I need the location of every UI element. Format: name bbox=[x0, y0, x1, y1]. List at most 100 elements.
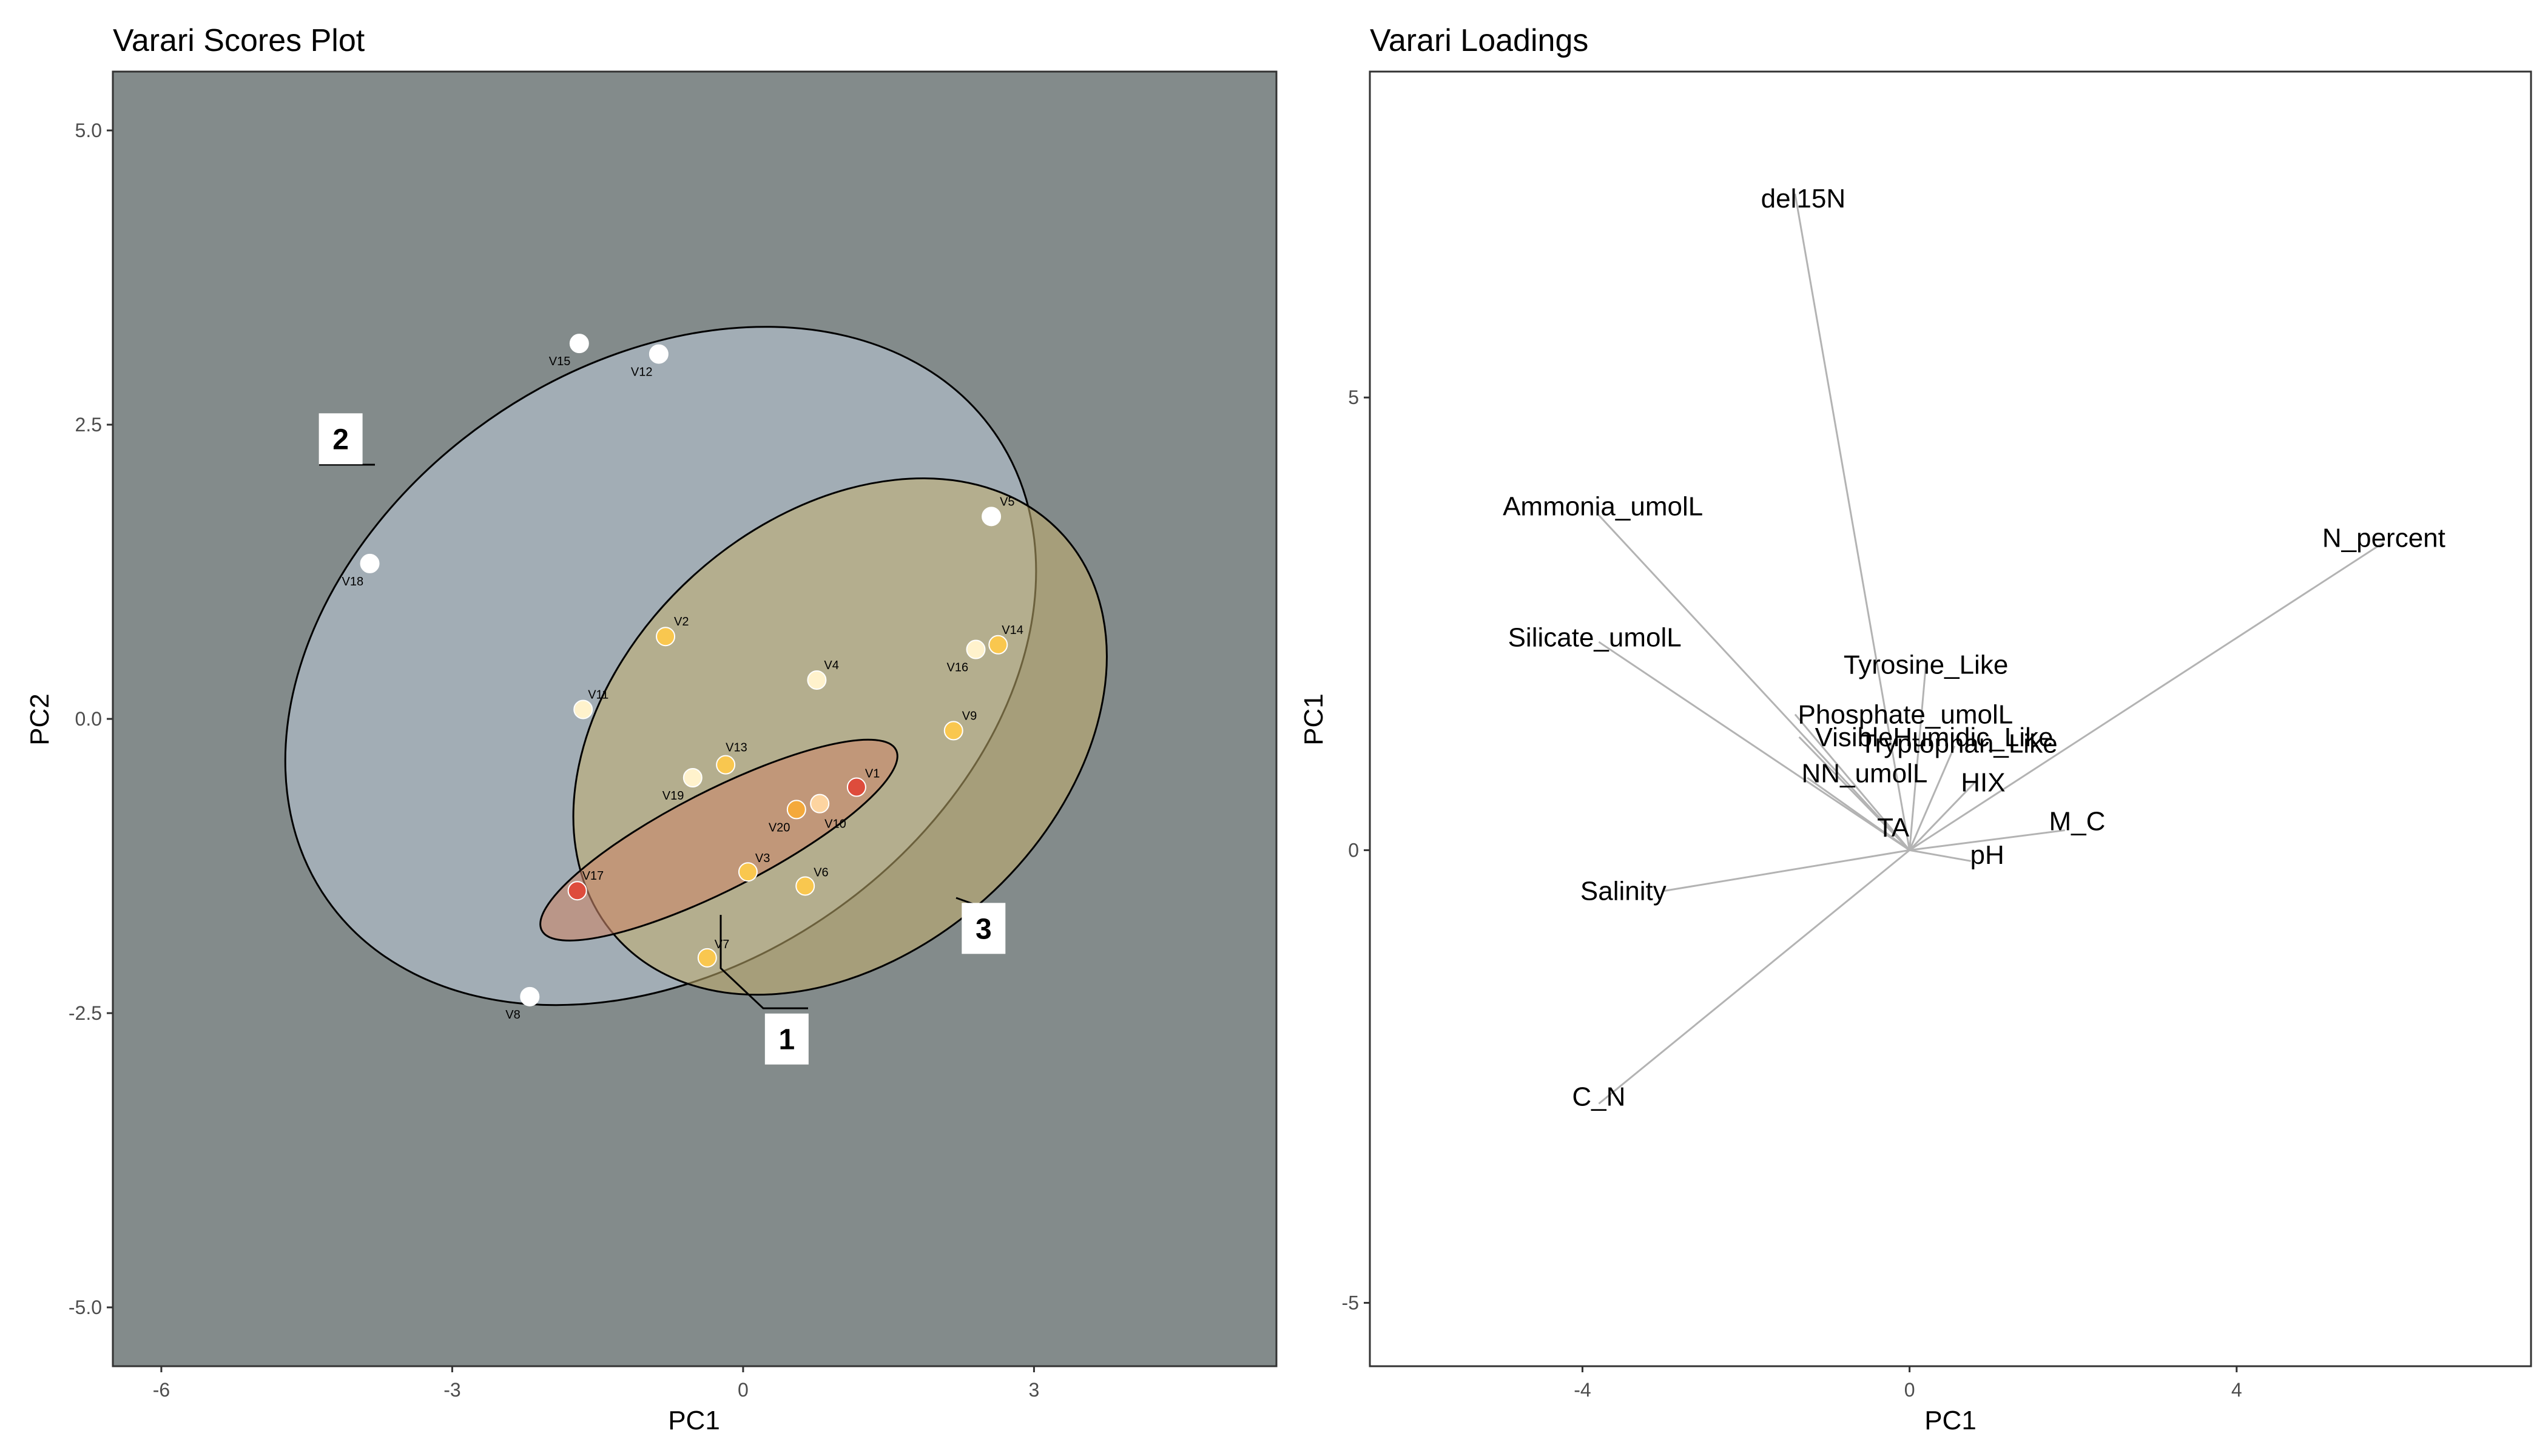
leader-line-cluster-1 bbox=[720, 915, 808, 1009]
scores-y-axis-title: PC2 bbox=[25, 693, 55, 746]
loading-label-hix: HIX bbox=[1961, 767, 2005, 797]
point-v2 bbox=[656, 627, 676, 647]
y-tick-label: -5.0 bbox=[69, 1296, 102, 1318]
vector-del15n bbox=[1794, 194, 1911, 851]
point-v12 bbox=[649, 344, 669, 364]
point-v13 bbox=[716, 755, 736, 775]
point-v7 bbox=[697, 948, 717, 968]
point-v20 bbox=[786, 800, 806, 820]
loading-label-n-percent: N_percent bbox=[2322, 524, 2445, 553]
loadings-plot: Varari Loadings del15N Ammonia_umolL N_per… bbox=[1299, 23, 2532, 1435]
x-tick-label: -6 bbox=[153, 1379, 170, 1401]
x-tick-label: 0 bbox=[738, 1379, 749, 1401]
point-label-v7: V7 bbox=[715, 938, 729, 951]
point-label-v3: V3 bbox=[755, 852, 770, 865]
cluster-label-box-3 bbox=[962, 903, 1006, 954]
scores-plot-title: Varari Scores Plot bbox=[113, 23, 365, 58]
scores-y-ticks: 5.0 2.5 0.0 -2.5 -5.0 bbox=[69, 120, 113, 1318]
point-label-v5: V5 bbox=[1000, 495, 1014, 508]
loadings-plot-title: Varari Loadings bbox=[1370, 23, 1588, 58]
x-tick-label: 4 bbox=[2231, 1379, 2242, 1401]
loading-label-tyrosine-like: Tyrosine_Like bbox=[1844, 650, 2008, 679]
loadings-x-axis-title: PC1 bbox=[1924, 1406, 1977, 1435]
loading-labels: del15N Ammonia_umolL N_percent Silicate_umo… bbox=[1503, 184, 2445, 1111]
vector-tyrosine-like bbox=[1909, 664, 1927, 851]
x-tick-label: 0 bbox=[1904, 1379, 1915, 1401]
point-v17 bbox=[567, 881, 587, 901]
point-label-v4: V4 bbox=[824, 659, 838, 672]
vector-n-percent bbox=[1909, 541, 2385, 851]
y-tick-label: 0.0 bbox=[75, 708, 102, 730]
point-label-v10: V10 bbox=[824, 818, 846, 831]
point-label-v1: V1 bbox=[865, 767, 880, 781]
point-label-v13: V13 bbox=[726, 741, 747, 755]
point-v14 bbox=[988, 635, 1008, 655]
ellipse-cluster-1 bbox=[539, 738, 898, 942]
y-tick-label: 5.0 bbox=[75, 120, 102, 141]
point-label-v2: V2 bbox=[674, 615, 689, 629]
scores-x-axis-title: PC1 bbox=[668, 1406, 720, 1435]
vector-ph bbox=[1909, 849, 1971, 862]
loading-label-silicate-umoll: Silicate_umolL bbox=[1508, 623, 1682, 653]
loading-label-tryptophan-like: Tryptophan_Like bbox=[1859, 729, 2057, 758]
cluster-label-box-1 bbox=[764, 1013, 809, 1065]
loading-label-ammonia-umoll: Ammonia_umolL bbox=[1503, 491, 1703, 521]
point-v4 bbox=[807, 670, 827, 690]
point-label-v19: V19 bbox=[662, 789, 684, 803]
loadings-plot-panel bbox=[1369, 70, 2532, 1367]
point-label-v9: V9 bbox=[962, 709, 977, 723]
loading-label-salinity: Salinity bbox=[1580, 877, 1667, 906]
point-label-v17: V17 bbox=[582, 869, 604, 883]
vector-salinity bbox=[1663, 849, 1910, 892]
y-tick-label: 2.5 bbox=[75, 414, 102, 436]
vector-visiblehumidic-like bbox=[1798, 736, 1910, 851]
point-label-v18: V18 bbox=[342, 575, 364, 588]
point-label-v6: V6 bbox=[814, 866, 828, 879]
vector-ta bbox=[1884, 831, 1910, 851]
x-tick-label: -3 bbox=[443, 1379, 460, 1401]
scores-plot: Varari Scores Plot V1 V2 V3 V4 V5 V6 V7 V8 V9 V10… bbox=[25, 23, 1278, 1435]
point-v6 bbox=[795, 876, 815, 896]
point-label-v15: V15 bbox=[549, 355, 571, 368]
loadings-y-axis-title: PC1 bbox=[1299, 693, 1329, 746]
loading-label-del15n: del15N bbox=[1761, 184, 1845, 214]
point-v8 bbox=[520, 986, 540, 1006]
loading-label-visiblehumidic-like: VisibleHumidic_Like bbox=[1815, 723, 2054, 752]
vector-tryptophan-like bbox=[1909, 746, 1956, 851]
point-v10 bbox=[810, 794, 830, 814]
y-tick-label: -2.5 bbox=[69, 1002, 102, 1024]
cluster-label-2: 2 bbox=[332, 423, 349, 456]
point-v11 bbox=[573, 699, 593, 720]
point-label-v16: V16 bbox=[947, 661, 969, 675]
vector-m-c bbox=[1909, 829, 2065, 851]
cluster-labels: 2 3 1 bbox=[318, 413, 1006, 1065]
scores-points: V1 V2 V3 V4 V5 V6 V7 V8 V9 V10 V11 V12 V13 V14 V15 V16 V… bbox=[342, 334, 1023, 1022]
loading-vectors bbox=[1598, 194, 2385, 1105]
point-v16 bbox=[966, 639, 986, 659]
point-v15 bbox=[569, 334, 589, 354]
y-tick-label: -5 bbox=[1342, 1292, 1359, 1314]
point-v3 bbox=[738, 862, 758, 882]
x-tick-label: 3 bbox=[1029, 1379, 1040, 1401]
point-label-v14: V14 bbox=[1002, 624, 1023, 637]
scores-x-ticks: -6 -3 0 3 bbox=[153, 1366, 1040, 1401]
vector-ammonia-umoll bbox=[1598, 514, 1910, 851]
vector-phosphate-umoll bbox=[1794, 713, 1910, 851]
loading-label-ta: TA bbox=[1877, 813, 1910, 843]
loadings-x-ticks: -4 0 4 bbox=[1574, 1366, 2242, 1401]
loadings-y-ticks: 5 0 -5 bbox=[1342, 386, 1370, 1314]
point-v9 bbox=[943, 721, 963, 741]
vector-hix bbox=[1909, 781, 1976, 851]
loading-label-phosphate-umoll: Phosphate_umolL bbox=[1798, 700, 2014, 730]
loading-label-ph: pH bbox=[1970, 840, 2004, 870]
cluster-label-3: 3 bbox=[976, 913, 992, 945]
cluster-label-box-2 bbox=[318, 413, 363, 465]
vector-silicate-umoll bbox=[1598, 641, 1910, 851]
point-label-v8: V8 bbox=[505, 1008, 520, 1022]
point-v19 bbox=[682, 768, 703, 787]
scores-ellipses bbox=[284, 326, 1108, 1006]
point-label-v11: V11 bbox=[588, 688, 608, 701]
point-label-v12: V12 bbox=[631, 366, 653, 379]
point-v1 bbox=[846, 777, 866, 797]
